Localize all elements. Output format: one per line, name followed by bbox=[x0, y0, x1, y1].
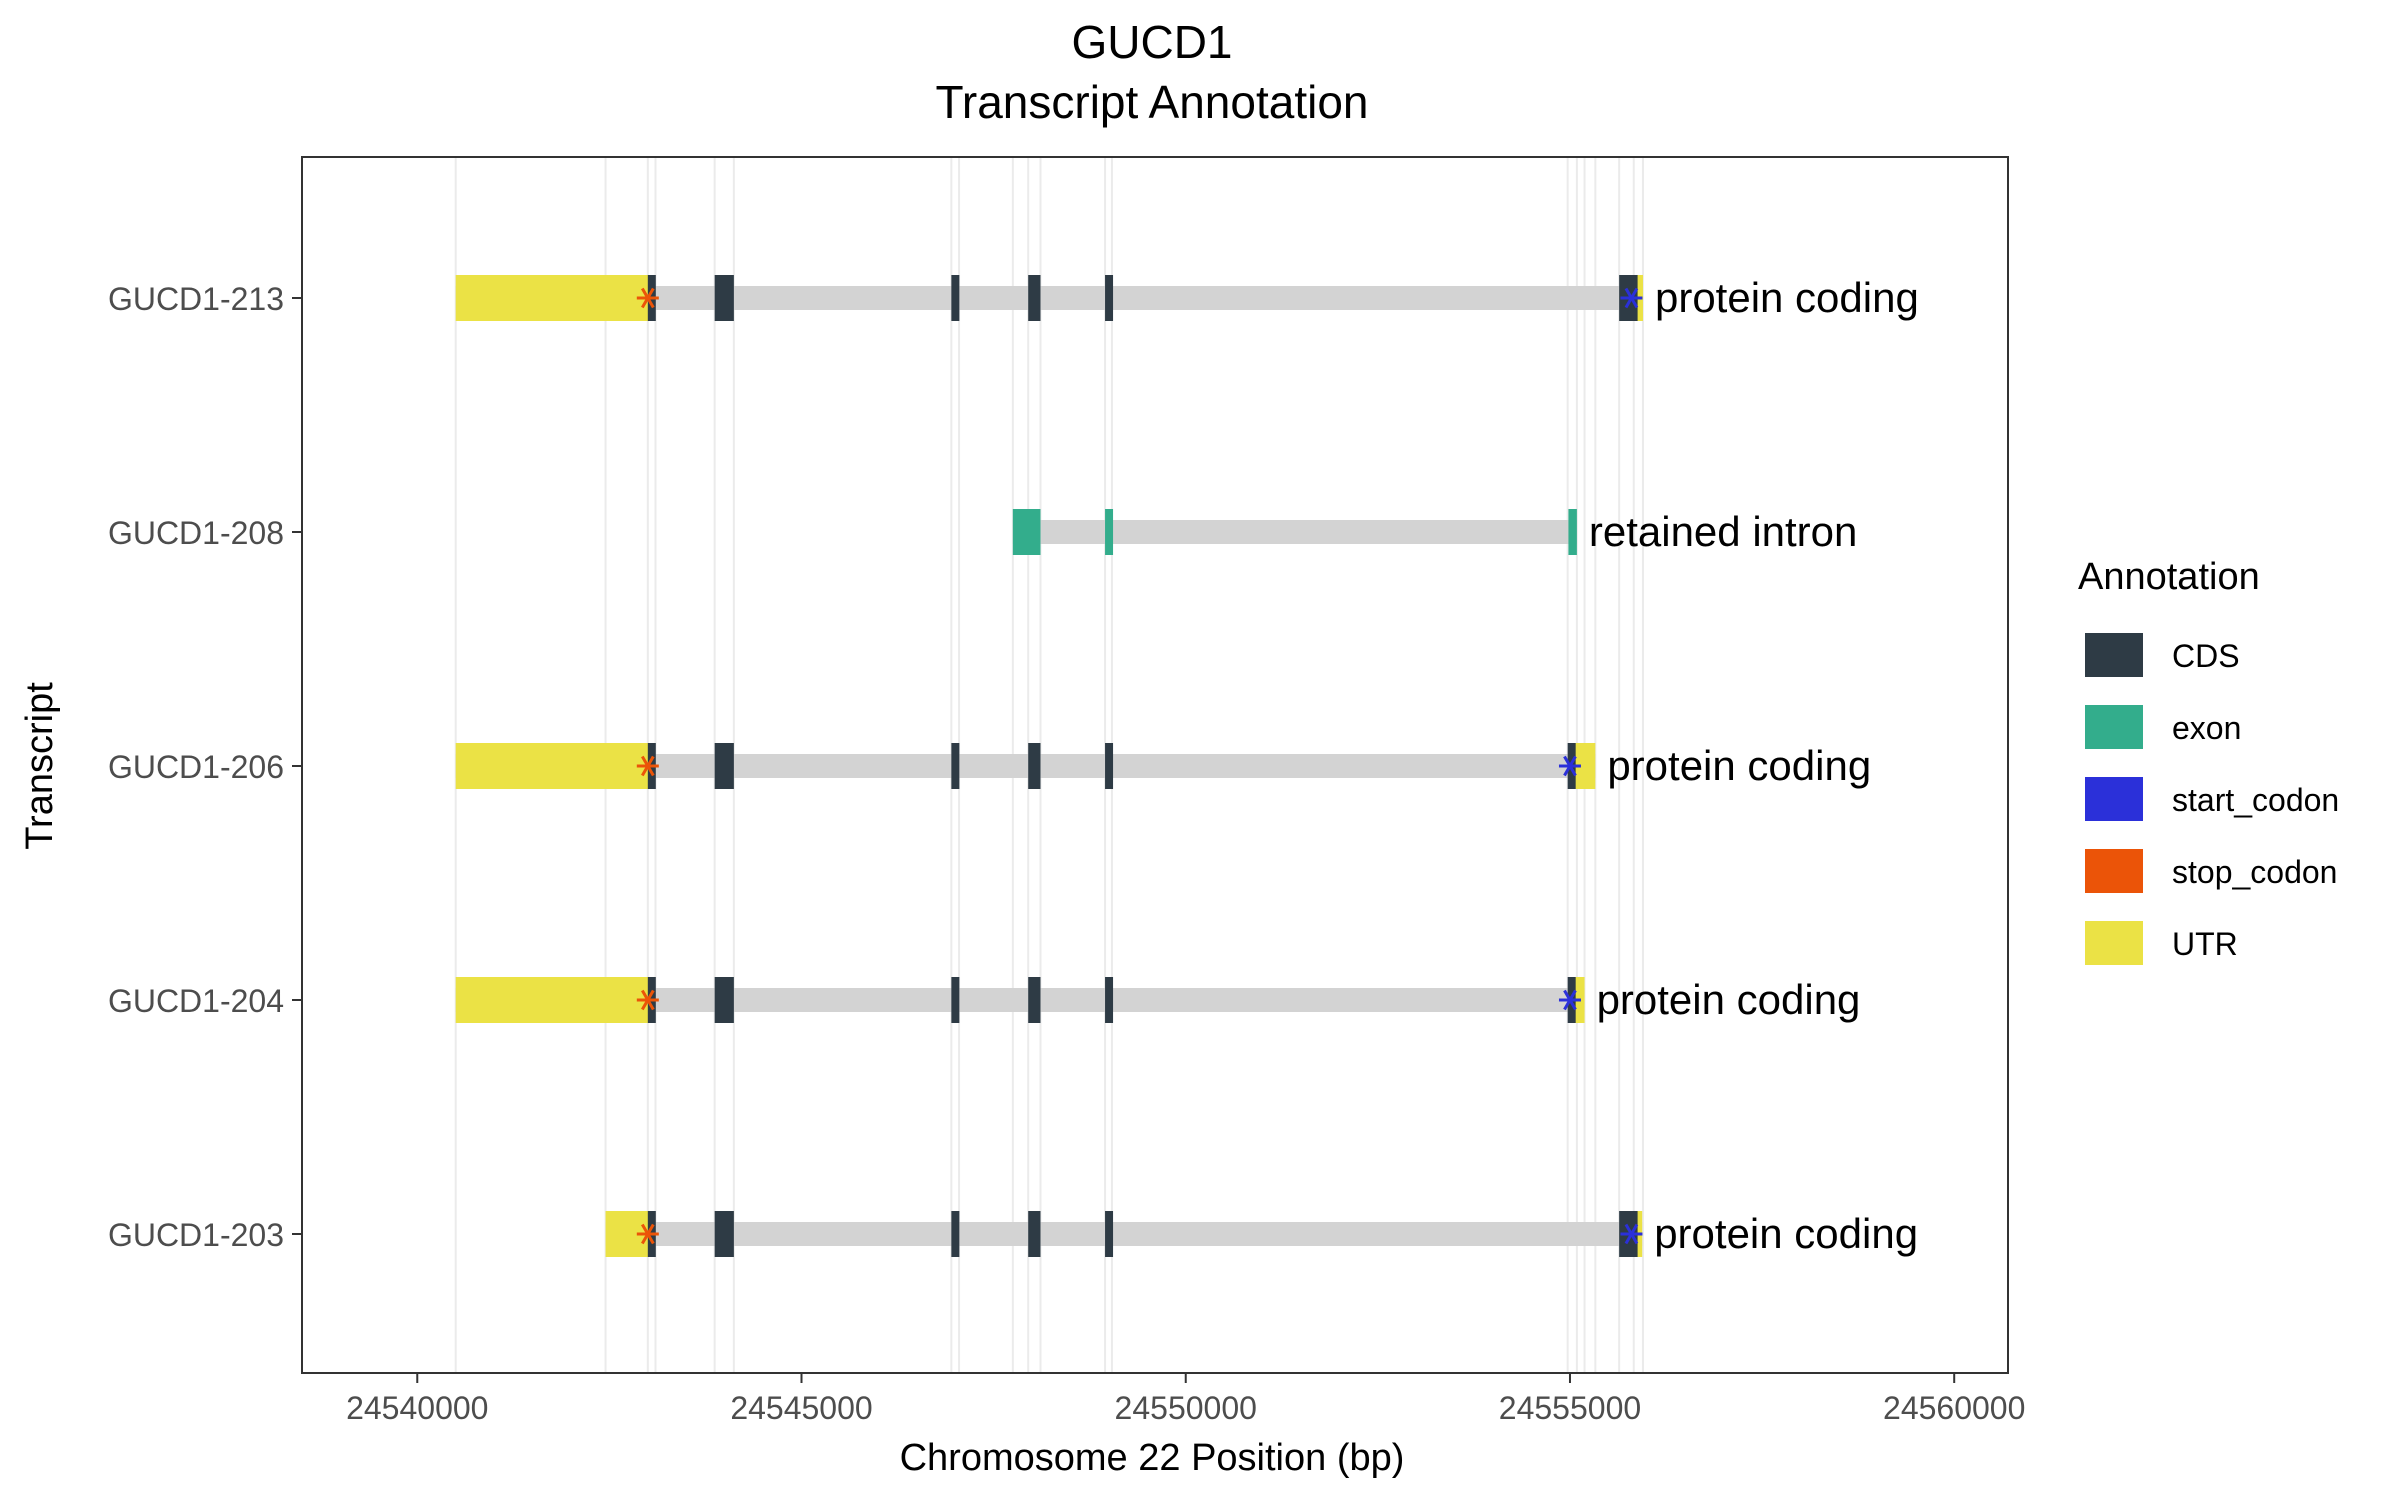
start-codon-marker bbox=[1558, 755, 1581, 777]
utr-block bbox=[455, 275, 654, 321]
stop-codon-marker bbox=[636, 287, 659, 309]
legend-label-start-codon: start_codon bbox=[2172, 782, 2339, 818]
y-tick-label: GUCD1-204 bbox=[108, 983, 284, 1019]
cds-block bbox=[1028, 275, 1041, 321]
stop-codon-marker bbox=[636, 755, 659, 777]
y-tick-label: GUCD1-203 bbox=[108, 1217, 284, 1253]
intron-line bbox=[1012, 520, 1577, 544]
start-codon-marker bbox=[1620, 1223, 1643, 1245]
transcript-biotype-label: retained intron bbox=[1589, 508, 1858, 555]
legend-label-CDS: CDS bbox=[2172, 638, 2240, 674]
stop-codon-marker-stroke bbox=[641, 287, 655, 309]
legend-swatch-start-codon bbox=[2085, 777, 2143, 821]
exon-block bbox=[1105, 509, 1114, 555]
start-codon-marker-stroke bbox=[1563, 989, 1577, 1011]
transcript-track: protein coding bbox=[605, 1210, 1918, 1257]
x-tick-label: 24555000 bbox=[1499, 1390, 1641, 1426]
y-tick-label: GUCD1-206 bbox=[108, 749, 284, 785]
intron-line bbox=[605, 1222, 1643, 1246]
start-codon-marker bbox=[1558, 989, 1581, 1011]
cds-block bbox=[951, 1211, 960, 1257]
x-tick-label: 24545000 bbox=[730, 1390, 872, 1426]
cds-block bbox=[951, 275, 960, 321]
x-axis-title: Chromosome 22 Position (bp) bbox=[900, 1437, 1405, 1479]
cds-block bbox=[714, 1211, 734, 1257]
x-tick-label: 24550000 bbox=[1115, 1390, 1257, 1426]
chart-subtitle: Transcript Annotation bbox=[936, 76, 1369, 128]
y-tick-label: GUCD1-208 bbox=[108, 515, 284, 551]
start-codon-marker-stroke bbox=[1624, 287, 1639, 309]
exon-block bbox=[1012, 509, 1041, 555]
stop-codon-marker-stroke bbox=[641, 989, 655, 1011]
legend-swatch-stop-codon bbox=[2085, 849, 2143, 893]
legend-swatch-UTR bbox=[2085, 921, 2143, 965]
transcript-biotype-label: protein coding bbox=[1654, 1210, 1918, 1257]
cds-block bbox=[1105, 1211, 1114, 1257]
stop-codon-marker bbox=[636, 989, 659, 1011]
utr-block bbox=[455, 977, 654, 1023]
utr-block bbox=[455, 743, 654, 789]
legend-label-UTR: UTR bbox=[2172, 926, 2238, 962]
cds-block bbox=[1105, 977, 1114, 1023]
transcript-biotype-label: protein coding bbox=[1607, 742, 1871, 789]
start-codon-marker bbox=[1620, 287, 1643, 309]
legend-label-stop-codon: stop_codon bbox=[2172, 854, 2337, 890]
legend-label-exon: exon bbox=[2172, 710, 2241, 746]
transcript-track: protein coding bbox=[455, 976, 1861, 1023]
legend: Annotation CDS exon start_codon stop_codon U… bbox=[2078, 556, 2339, 965]
start-codon-marker-stroke bbox=[1624, 1223, 1639, 1245]
stop-codon-marker bbox=[636, 1223, 659, 1245]
transcript-track: protein coding bbox=[455, 742, 1871, 789]
cds-block bbox=[1028, 1211, 1041, 1257]
x-tick-label: 24560000 bbox=[1883, 1390, 2025, 1426]
y-tick-label: GUCD1-213 bbox=[108, 281, 284, 317]
transcript-biotype-label: protein coding bbox=[1655, 274, 1919, 321]
cds-block bbox=[951, 977, 960, 1023]
cds-block bbox=[1028, 743, 1041, 789]
chart-title: GUCD1 bbox=[1071, 16, 1232, 68]
plot-area: protein coding GUCD1-213 retained intron GU… bbox=[108, 156, 2025, 1426]
cds-block bbox=[1105, 275, 1114, 321]
cds-block bbox=[1105, 743, 1114, 789]
cds-block bbox=[714, 275, 734, 321]
legend-swatch-CDS bbox=[2085, 633, 2143, 677]
legend-swatch-exon bbox=[2085, 705, 2143, 749]
cds-block bbox=[1028, 977, 1041, 1023]
cds-block bbox=[951, 743, 960, 789]
stop-codon-marker-stroke bbox=[641, 755, 655, 777]
transcript-track: protein coding bbox=[455, 274, 1919, 321]
start-codon-marker-stroke bbox=[1563, 755, 1577, 777]
plot-panel-border bbox=[301, 156, 2009, 1374]
transcript-biotype-label: protein coding bbox=[1597, 976, 1861, 1023]
x-tick-label: 24540000 bbox=[346, 1390, 488, 1426]
y-axis-title: Transcript bbox=[19, 682, 61, 850]
transcript-track: retained intron bbox=[1012, 508, 1858, 555]
cds-block bbox=[714, 743, 734, 789]
exon-block bbox=[1568, 509, 1577, 555]
cds-block bbox=[714, 977, 734, 1023]
legend-title: Annotation bbox=[2078, 556, 2260, 598]
stop-codon-marker-stroke bbox=[641, 1223, 655, 1245]
